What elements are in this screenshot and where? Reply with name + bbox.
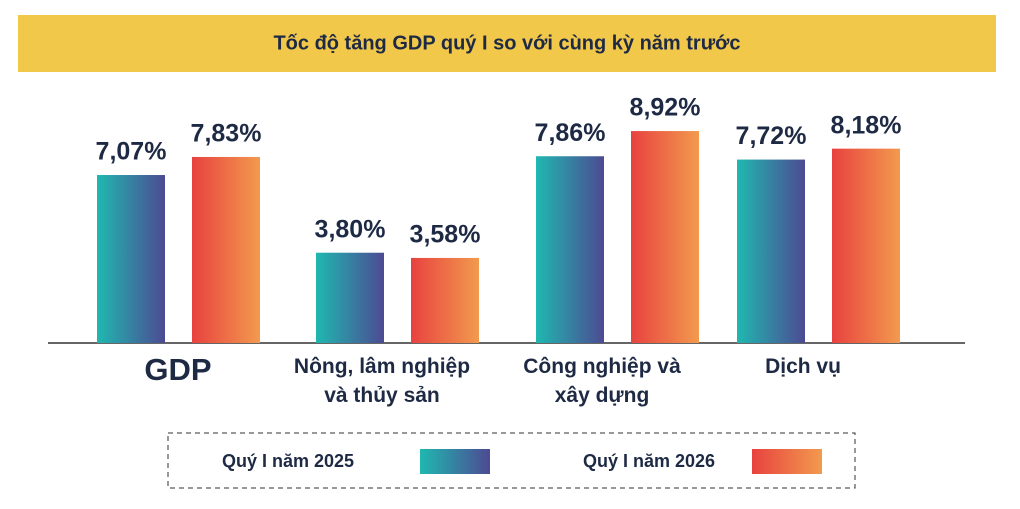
value-label: 7,72% <box>736 122 807 150</box>
bar <box>536 156 604 343</box>
value-label: 8,92% <box>630 94 701 122</box>
x-tick-label: Dịch vụ <box>765 355 841 378</box>
bar <box>411 257 479 343</box>
x-tick-label: Công nghiệp và xây dựng <box>523 355 681 407</box>
bar <box>316 252 384 343</box>
bar <box>192 156 260 343</box>
legend-swatch <box>752 449 822 474</box>
bar <box>832 148 900 343</box>
bar <box>97 175 165 343</box>
legend-label: Quý I năm 2025 <box>222 451 354 471</box>
legend-label: Quý I năm 2026 <box>583 451 715 471</box>
value-label: 7,86% <box>535 119 606 147</box>
value-label: 8,18% <box>831 111 902 139</box>
value-label: 7,83% <box>191 120 262 148</box>
legend-box <box>167 432 856 489</box>
bar <box>631 131 699 343</box>
chart-title: Tốc độ tăng GDP quý I so với cùng kỳ năm… <box>273 32 740 54</box>
title-bar <box>18 15 996 72</box>
value-label: 3,58% <box>410 221 481 249</box>
x-tick-label: Nông, lâm nghiệp và thủy sản <box>293 355 471 407</box>
legend-swatch <box>420 449 490 474</box>
bar <box>737 159 805 343</box>
value-label: 3,80% <box>315 215 386 243</box>
value-label: 7,07% <box>96 138 167 166</box>
x-tick-label: GDP <box>144 352 212 387</box>
